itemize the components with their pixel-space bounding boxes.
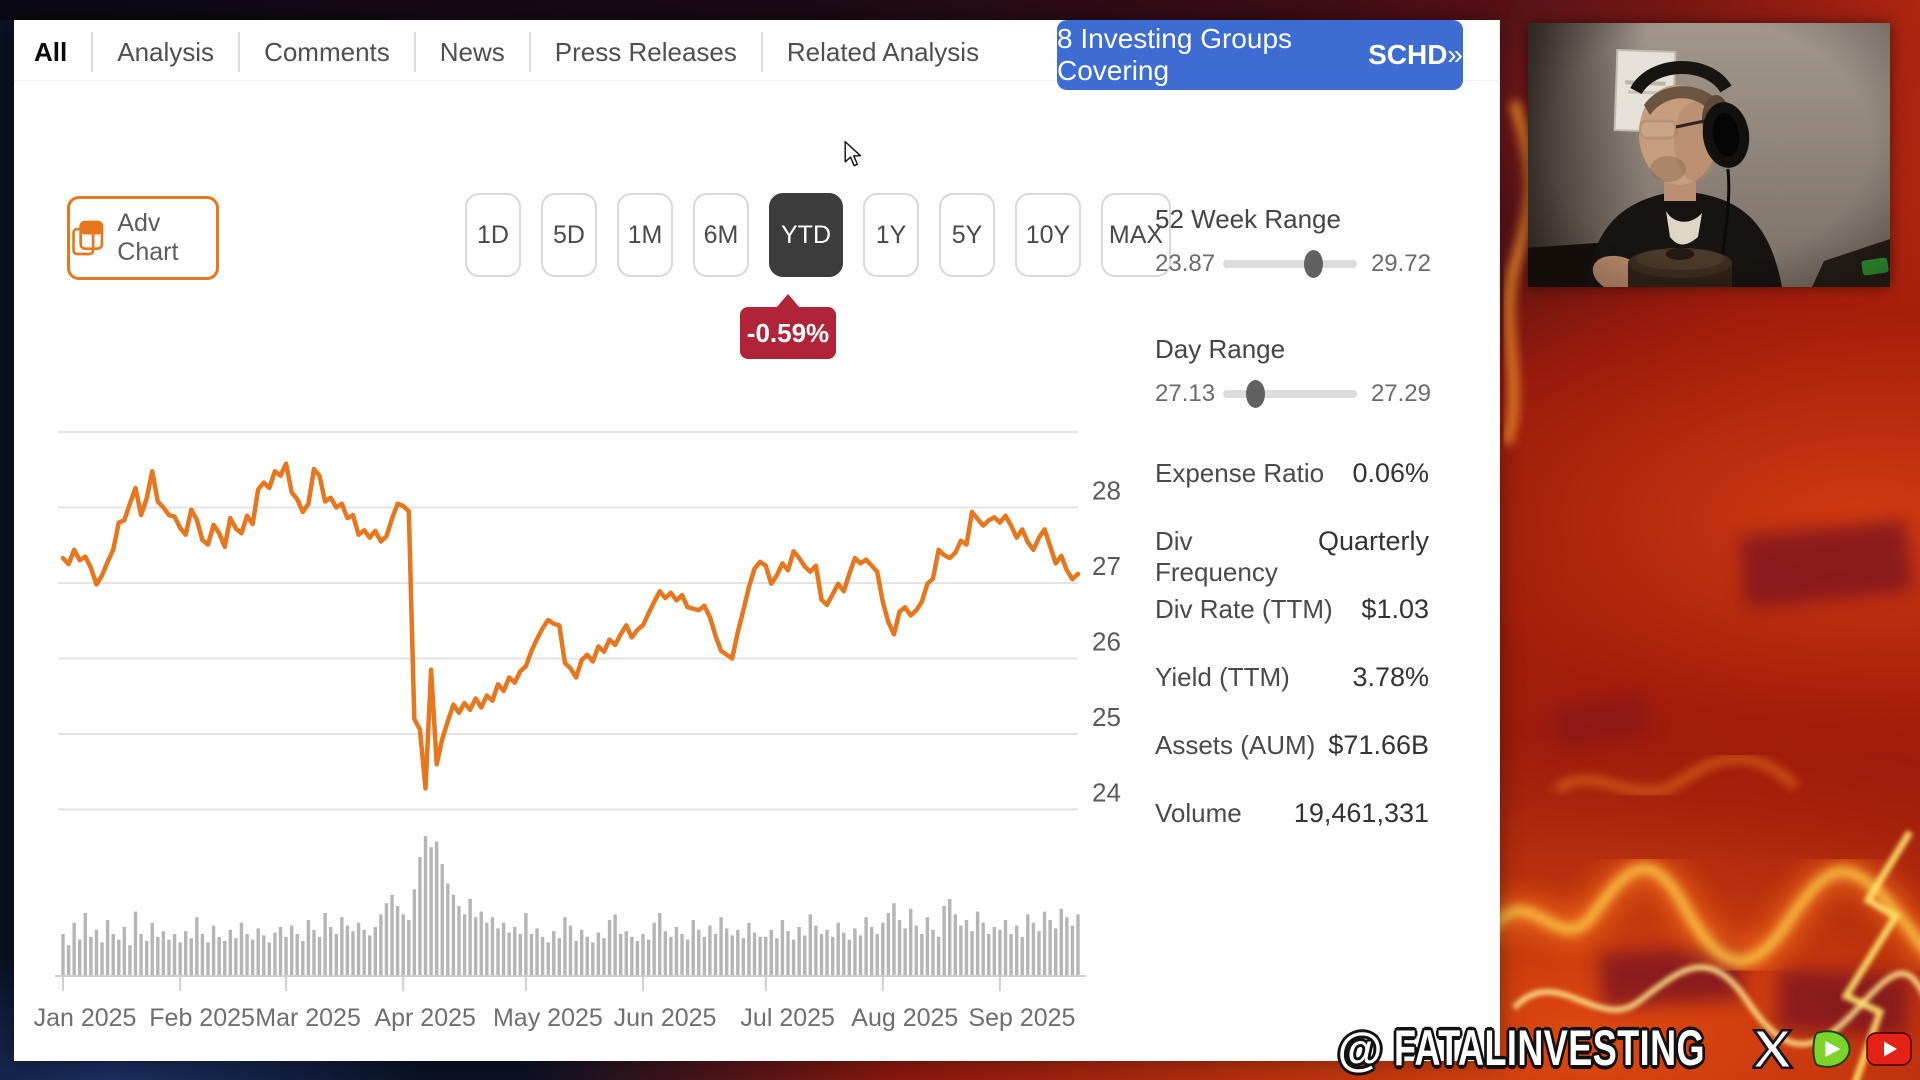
timeframe-1m-button[interactable]: 1M <box>617 193 673 277</box>
svg-text:Apr 2025: Apr 2025 <box>374 1004 475 1032</box>
day-range-row: 27.13 27.29 <box>1155 380 1431 408</box>
tab-analysis[interactable]: Analysis <box>117 36 215 67</box>
tab-related-analysis[interactable]: Related Analysis <box>786 36 980 67</box>
svg-text:26: 26 <box>1092 627 1121 657</box>
tab-separator <box>413 32 416 72</box>
tab-press-releases[interactable]: Press Releases <box>554 36 737 67</box>
mouse-cursor <box>844 141 862 167</box>
stat-label: Div Rate (TTM) <box>1155 594 1333 624</box>
rumble-play-icon <box>1812 1030 1851 1068</box>
svg-text:Jul 2025: Jul 2025 <box>740 1004 835 1032</box>
stat-label: Expense Ratio <box>1155 458 1325 488</box>
day-slider <box>1223 380 1357 408</box>
svg-text:25: 25 <box>1092 702 1121 732</box>
day-range-title: Day Range <box>1155 334 1286 364</box>
stat-value: Quarterly <box>1317 526 1429 556</box>
cta-arrow: » <box>1447 39 1463 70</box>
watermark-handle: FATALINVESTING <box>1394 1020 1706 1076</box>
stat-value: $1.03 <box>1361 594 1429 624</box>
week52-slider <box>1223 250 1357 278</box>
svg-text:May 2025: May 2025 <box>493 1004 603 1032</box>
svg-text:Sep 2025: Sep 2025 <box>968 1004 1075 1032</box>
timeframe-5y-button[interactable]: 5Y <box>939 193 995 277</box>
svg-text:Aug 2025: Aug 2025 <box>851 1004 958 1032</box>
stat-label: Volume <box>1155 798 1242 828</box>
week52-low: 23.87 <box>1155 250 1216 277</box>
stat-label: Div Frequency <box>1155 526 1278 587</box>
stat-row-volume: Volume 19,461,331 <box>1155 798 1429 829</box>
svg-text:Jan 2025: Jan 2025 <box>34 1004 137 1032</box>
day-slider-thumb <box>1246 380 1265 408</box>
stat-value: $71.66B <box>1328 730 1429 760</box>
webcam-overlay <box>1528 23 1890 287</box>
svg-text:Feb 2025: Feb 2025 <box>149 1004 255 1032</box>
cta-text: 8 Investing Groups Covering <box>1057 23 1293 86</box>
stat-row-assets-aum-: Assets (AUM) $71.66B <box>1155 730 1429 761</box>
tab-separator <box>760 32 763 72</box>
svg-text:28: 28 <box>1092 476 1121 506</box>
stat-value: 3.78% <box>1352 662 1429 692</box>
timeframe-buttons: 1D 5D 1M 6M YTD 1Y 5Y 10Y MAX <box>465 193 1171 277</box>
svg-text:Mar 2025: Mar 2025 <box>255 1004 361 1032</box>
stat-label: Assets (AUM) <box>1155 730 1316 760</box>
tab-separator <box>528 32 531 72</box>
adv-chart-icon <box>72 220 104 256</box>
week52-range-row: 23.87 29.72 <box>1155 250 1431 278</box>
svg-text:Jun 2025: Jun 2025 <box>614 1004 717 1032</box>
svg-text:27: 27 <box>1092 551 1121 581</box>
adv-chart-button[interactable]: Adv Chart <box>67 196 219 280</box>
change-badge-text: -0.59% <box>746 317 830 348</box>
stat-row-div-frequency: Div Frequency Quarterly <box>1155 526 1429 588</box>
stat-row-expense-ratio: Expense Ratio 0.06% <box>1155 458 1429 489</box>
timeframe-1d-button[interactable]: 1D <box>465 193 521 277</box>
stat-label: Yield (TTM) <box>1155 662 1290 692</box>
timeframe-10y-button[interactable]: 10Y <box>1015 193 1081 277</box>
tab-bar: All Analysis Comments News Press Releases Rel… <box>22 26 1003 78</box>
stat-row-yield-ttm-: Yield (TTM) 3.78% <box>1155 662 1429 693</box>
change-badge: -0.59% <box>740 294 836 359</box>
timeframe-max-button[interactable]: MAX <box>1101 193 1171 277</box>
tab-all[interactable]: All <box>34 36 68 67</box>
adv-chart-label: Adv Chart <box>117 209 179 266</box>
timeframe-5d-button[interactable]: 5D <box>541 193 597 277</box>
timeframe-ytd-button[interactable]: YTD <box>769 193 843 277</box>
nav-divider <box>14 80 1498 81</box>
week52-slider-thumb <box>1303 250 1323 278</box>
timeframe-6m-button[interactable]: 6M <box>693 193 749 277</box>
week52-range-title: 52 Week Range <box>1155 204 1341 234</box>
timeframe-1y-button[interactable]: 1Y <box>863 193 919 277</box>
tab-comments[interactable]: Comments <box>264 36 390 67</box>
stat-value: 19,461,331 <box>1293 798 1429 828</box>
day-high: 27.29 <box>1370 380 1431 407</box>
x-logo-icon <box>1752 1029 1794 1069</box>
page: All Analysis Comments News Press Releases Rel… <box>14 20 1500 1061</box>
stat-value: 0.06% <box>1352 458 1429 488</box>
tab-news[interactable]: News <box>439 36 505 67</box>
channel-watermark: @ FATALINVESTING <box>1337 1020 1912 1076</box>
webcam-vignette <box>1528 23 1890 287</box>
top-dark-strip <box>0 0 1510 20</box>
flame-streaks <box>1496 100 1920 1080</box>
youtube-play-icon <box>1866 1032 1912 1066</box>
day-low: 27.13 <box>1155 380 1216 407</box>
cta-ticker: SCHD <box>1368 39 1448 70</box>
tab-separator <box>238 32 241 72</box>
at-icon: @ <box>1337 1023 1383 1075</box>
investing-groups-button[interactable]: 8 Investing Groups Covering SCHD » <box>1057 20 1463 90</box>
tab-separator <box>91 32 94 72</box>
svg-text:24: 24 <box>1092 778 1121 808</box>
stat-row-div-rate-ttm-: Div Rate (TTM) $1.03 <box>1155 594 1429 625</box>
week52-high: 29.72 <box>1370 250 1431 277</box>
